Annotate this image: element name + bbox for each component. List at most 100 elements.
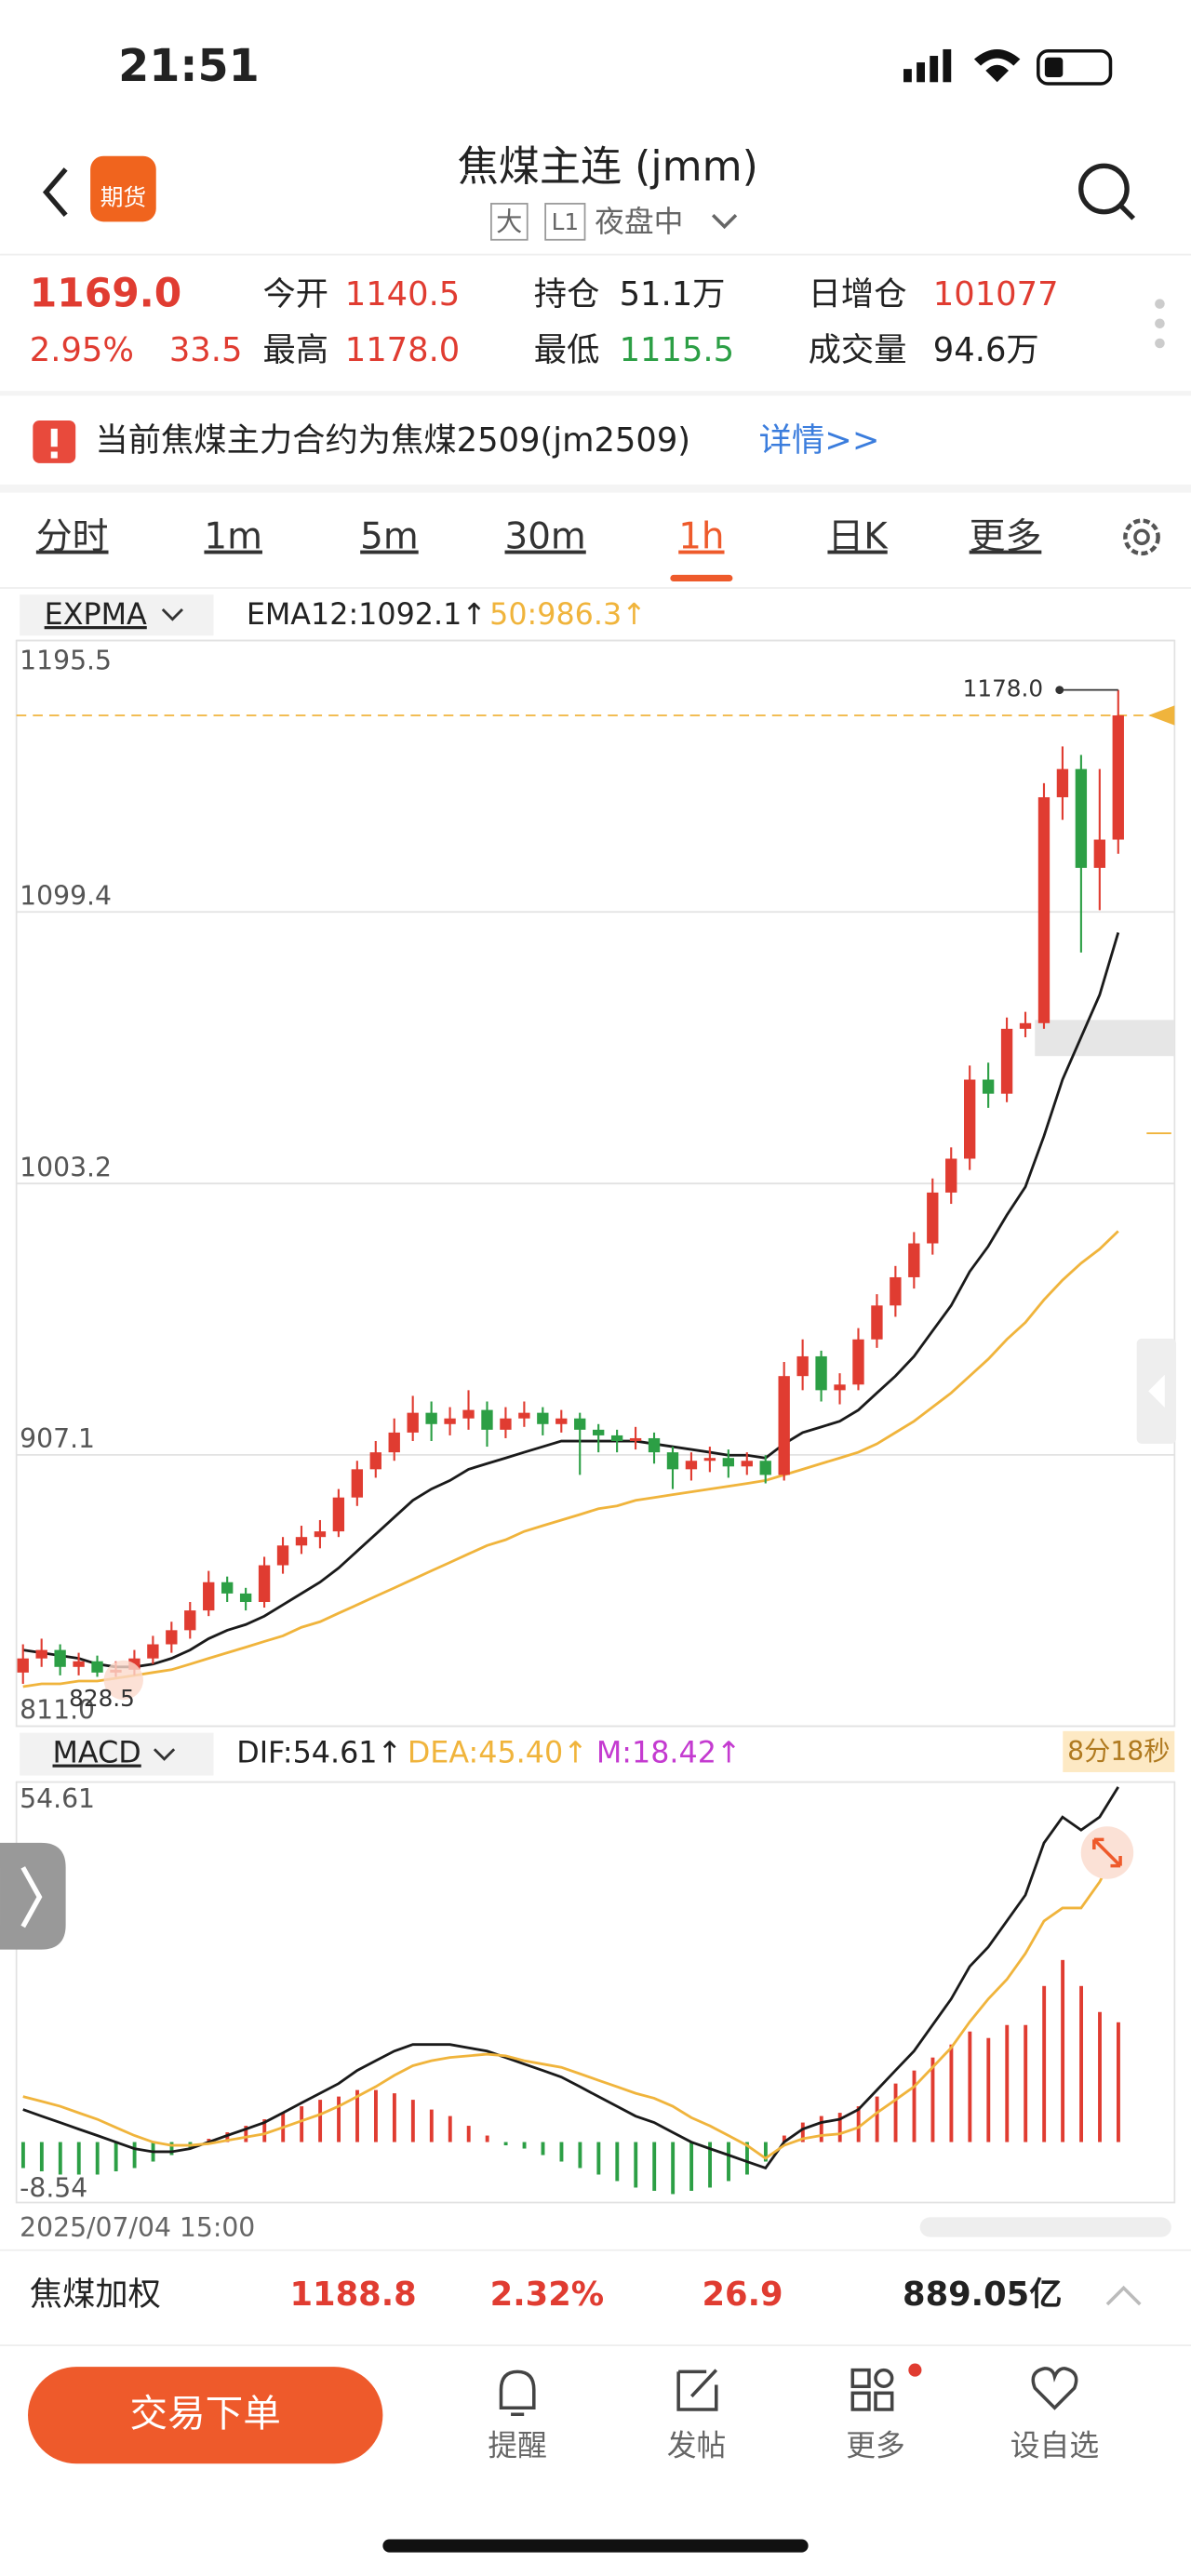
index-amount: 889.05亿: [903, 2276, 1063, 2314]
crosshair-box: [1035, 1020, 1175, 1057]
y-tick-label: 1003.2: [20, 1152, 112, 1182]
expand-icon: [1092, 1837, 1122, 1868]
macd-bar: [559, 2142, 564, 2162]
macd-bar: [1024, 2024, 1028, 2142]
field-value: 51.1万: [620, 275, 726, 314]
nav-label[interactable]: 更多: [846, 2430, 905, 2463]
candle-body: [444, 1418, 456, 1424]
time: 21:51: [118, 41, 260, 92]
notice-link[interactable]: 详情>>: [759, 421, 880, 460]
tab[interactable]: 日K: [827, 516, 889, 558]
macd-bar: [615, 2142, 620, 2182]
tab-bar: 分时 1m 5m 30m 1h 日K 更多: [36, 516, 1041, 581]
macd-bar: [856, 2106, 861, 2142]
scrollbar[interactable]: [919, 2217, 1171, 2237]
nav-label[interactable]: 设自选: [1010, 2430, 1099, 2463]
nav-label[interactable]: 提醒: [488, 2430, 547, 2463]
indicator-name[interactable]: MACD: [53, 1737, 141, 1770]
tab[interactable]: 30m: [505, 516, 586, 558]
index-price: 1188.8: [289, 2276, 416, 2314]
high-marker-dot: [1055, 686, 1064, 695]
candle-body: [945, 1158, 957, 1193]
candle-body: [332, 1497, 345, 1532]
y-tick-label: -8.54: [20, 2172, 87, 2203]
settings-button[interactable]: [1123, 518, 1160, 556]
tab[interactable]: 更多: [970, 516, 1042, 558]
macd-bar: [207, 2139, 211, 2142]
candle-body: [221, 1582, 234, 1594]
badge-dot: [908, 2363, 922, 2377]
y-tick-label: 54.61: [20, 1783, 95, 1814]
macd-bar: [1098, 2011, 1102, 2142]
y-tick-label: 1099.4: [20, 880, 112, 911]
macd-bar: [392, 2093, 396, 2142]
side-tab[interactable]: [0, 1842, 66, 1950]
legend-entry: DIF:54.61↑: [236, 1737, 402, 1770]
tab[interactable]: 1h: [678, 516, 724, 558]
search-button[interactable]: [1078, 163, 1136, 220]
macd-bar: [782, 2135, 786, 2142]
candle-body: [871, 1305, 883, 1340]
tab[interactable]: 分时: [36, 516, 109, 558]
tag-box: [544, 203, 586, 241]
candle-body: [722, 1458, 735, 1467]
macd-bar: [578, 2142, 582, 2169]
trade-button[interactable]: [28, 2367, 383, 2464]
macd-bar: [1079, 1985, 1083, 2142]
macd-bar: [1042, 1985, 1047, 2142]
candle-body: [1056, 768, 1069, 797]
divider: [0, 391, 1191, 396]
indicator-name[interactable]: EXPMA: [45, 598, 147, 632]
candle-body: [462, 1409, 475, 1419]
macd-bar: [466, 2126, 471, 2142]
candle-body: [796, 1355, 809, 1377]
macd-bar: [819, 2116, 823, 2142]
nav-icons: [499, 2367, 1078, 2417]
indicator-select[interactable]: [20, 1732, 214, 1776]
high-label: 1178.0: [963, 675, 1043, 702]
macd-bar: [986, 2037, 991, 2142]
candle-body: [54, 1649, 66, 1667]
indicator-select[interactable]: [20, 594, 214, 636]
expand[interactable]: [1105, 2285, 1142, 2306]
nav-label[interactable]: 发帖: [667, 2430, 727, 2463]
candle-body: [91, 1661, 103, 1673]
candle-body: [1093, 839, 1106, 868]
index-change: 26.9: [702, 2276, 783, 2314]
more-dots[interactable]: [1155, 299, 1165, 349]
change: 33.5: [169, 331, 243, 369]
session[interactable]: 夜盘中: [595, 206, 683, 239]
title: 焦煤主连 (jmm): [458, 143, 758, 191]
trade-button-text[interactable]: 交易下单: [129, 2391, 280, 2436]
candle-body: [834, 1384, 846, 1391]
candle-body: [574, 1418, 586, 1430]
macd-bar: [337, 2096, 341, 2142]
change-pct: 2.95%: [30, 331, 134, 369]
legend-entry: 50:986.3↑: [489, 598, 647, 632]
macd-bar: [429, 2109, 434, 2142]
macd-line: [22, 1786, 1119, 2170]
candle-body: [425, 1412, 437, 1424]
macd-bar: [949, 2044, 954, 2142]
tab[interactable]: 1m: [204, 516, 262, 558]
candle-body: [147, 1644, 159, 1659]
macd-bar: [410, 2100, 415, 2142]
tab[interactable]: 5m: [360, 516, 419, 558]
candle-body: [852, 1339, 864, 1385]
candle-body: [203, 1582, 215, 1611]
macd-bar: [875, 2096, 879, 2142]
badge: [90, 155, 156, 222]
candle-body: [17, 1658, 29, 1673]
legend-entry: M:18.42↑: [596, 1737, 742, 1770]
back-button[interactable]: [42, 167, 68, 218]
macd-bar: [448, 2116, 452, 2142]
candle-body: [982, 1079, 995, 1094]
field-label: 今开: [262, 275, 328, 314]
macd-bar: [39, 2142, 44, 2171]
macd-bar: [930, 2057, 935, 2142]
macd-bar: [485, 2135, 489, 2142]
candle-body: [908, 1243, 920, 1277]
tab-indicator: [670, 574, 733, 581]
candle-body: [73, 1661, 85, 1667]
